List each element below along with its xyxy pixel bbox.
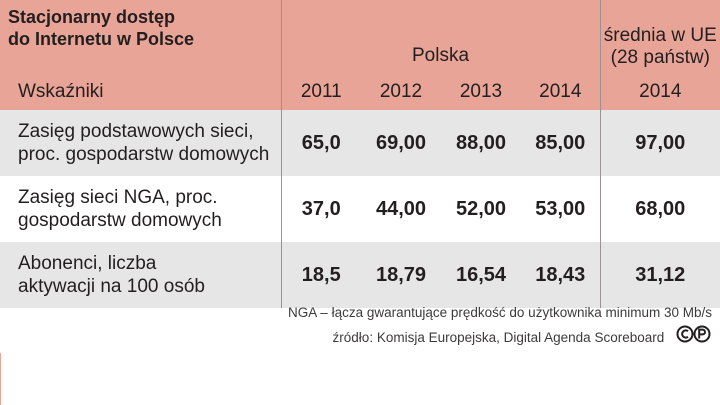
eu-value-cell: 68,00 (599, 176, 720, 242)
table-title-line: do Internetu w Polsce (8, 29, 195, 49)
source-text: źródło: Komisja Europejska, Digital Agen… (332, 330, 665, 345)
source-line: źródło: Komisja Europejska, Digital Agen… (288, 325, 712, 351)
row-label-line: Zasięg podstawowych sieci, (18, 121, 254, 142)
eu-group-header: średnia w UE (28 państw) (599, 0, 720, 73)
value-cell: 44,00 (361, 176, 441, 242)
data-table-wrap: Stacjonarny dostęp do Internetu w Polsce… (0, 0, 720, 308)
value-cell: 69,00 (361, 110, 441, 176)
year-header: 2012 (361, 73, 441, 110)
page-edge-line (0, 353, 720, 405)
row-label-line: Abonenci, liczba (18, 253, 157, 274)
poland-group-header: Polska (281, 0, 601, 73)
value-cell: 37,0 (281, 176, 361, 242)
value-cell: 18,43 (521, 242, 601, 308)
eu-value-cell: 97,00 (599, 110, 720, 176)
row-label-line: proc. gospodarstw domowych (18, 144, 270, 165)
row-label-line: Zasięg sieci NGA, proc. (18, 187, 218, 208)
row-label: Zasięg sieci NGA, proc. gospodarstw domo… (0, 176, 282, 242)
eu-year-header: 2014 (599, 73, 720, 110)
table-row: Zasięg sieci NGA, proc. gospodarstw domo… (0, 176, 720, 242)
value-cell: 18,79 (361, 242, 441, 308)
value-cell: 52,00 (441, 176, 521, 242)
eu-header-line: (28 państw) (610, 47, 710, 68)
footnotes: NGA – łącza gwarantujące prędkość do uży… (288, 300, 712, 351)
value-cell: 65,0 (281, 110, 361, 176)
value-cell: 88,00 (441, 110, 521, 176)
header-row-top: Stacjonarny dostęp do Internetu w Polsce… (0, 0, 720, 73)
eu-value-cell: 31,12 (599, 242, 720, 308)
value-cell: 53,00 (521, 176, 601, 242)
row-label-line: aktywacji na 100 osób (18, 276, 205, 297)
value-cell: 18,5 (281, 242, 361, 308)
table-row: Zasięg podstawowych sieci, proc. gospoda… (0, 110, 720, 176)
copyright-cp-icon (676, 325, 712, 351)
table-title: Stacjonarny dostęp do Internetu w Polsce (0, 0, 282, 73)
value-cell: 85,00 (521, 110, 601, 176)
data-table: Stacjonarny dostęp do Internetu w Polsce… (0, 0, 720, 308)
row-label: Zasięg podstawowych sieci, proc. gospoda… (0, 110, 282, 176)
indicator-header: Wskaźniki (0, 73, 282, 110)
year-header: 2011 (281, 73, 361, 110)
eu-header-line: średnia w UE (603, 25, 717, 46)
year-header: 2014 (521, 73, 601, 110)
value-cell: 16,54 (441, 242, 521, 308)
row-label-line: gospodarstw domowych (18, 210, 222, 231)
header-row-years: Wskaźniki 2011 2012 2013 2014 2014 (0, 73, 720, 110)
nga-footnote: NGA – łącza gwarantujące prędkość do uży… (288, 305, 712, 320)
row-label: Abonenci, liczba aktywacji na 100 osób (0, 242, 282, 308)
table-row: Abonenci, liczba aktywacji na 100 osób 1… (0, 242, 720, 308)
table-title-line: Stacjonarny dostęp (8, 7, 176, 27)
year-header: 2013 (441, 73, 521, 110)
